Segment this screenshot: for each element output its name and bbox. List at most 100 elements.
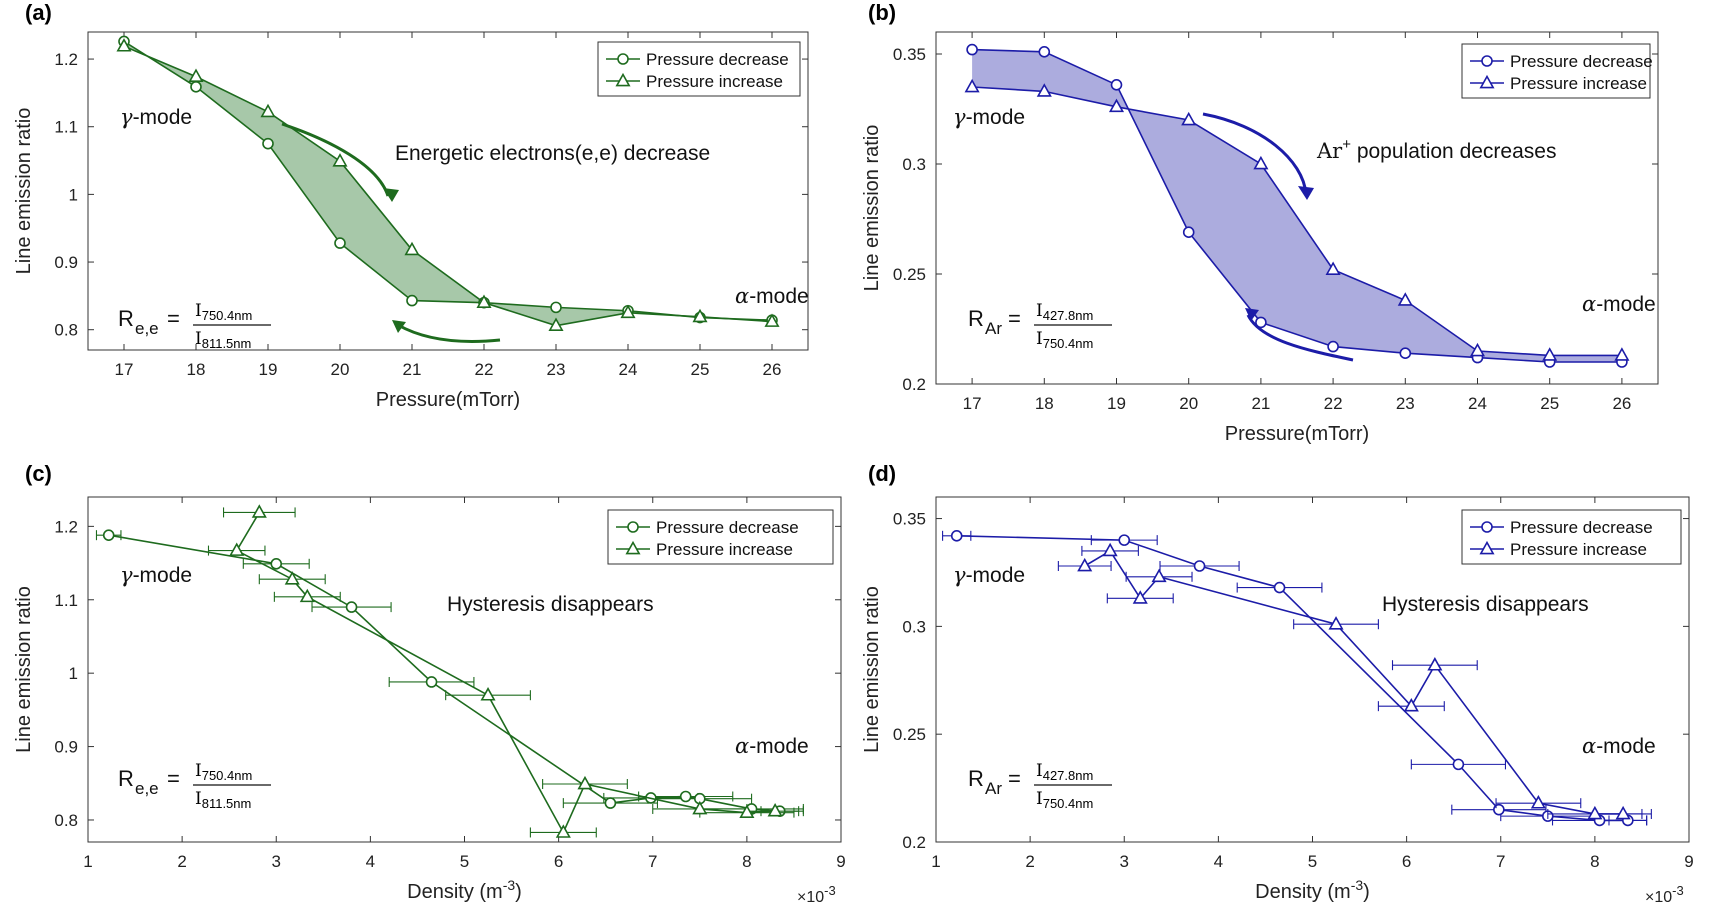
data-point bbox=[1397, 292, 1413, 306]
panel-a-formula-numerator: I750.4nm bbox=[195, 301, 252, 323]
legend-marker bbox=[1481, 55, 1493, 67]
panel-b-formula-equals: = bbox=[1008, 306, 1021, 331]
data-point bbox=[767, 803, 783, 817]
data-point bbox=[679, 790, 692, 803]
data-point bbox=[425, 676, 438, 688]
arrow-up-head-a bbox=[392, 320, 406, 333]
y-tick-label-a: 1.1 bbox=[54, 118, 78, 137]
y-axis-title-d: Line emission ratio bbox=[861, 586, 883, 753]
data-point bbox=[1469, 342, 1486, 357]
panel-a-formula-lhs: R bbox=[118, 306, 134, 331]
data-point bbox=[1110, 79, 1123, 91]
data-point bbox=[1615, 805, 1631, 820]
x-axis-title-a: Pressure(mTorr) bbox=[376, 389, 520, 411]
x-tick-label-c: 1 bbox=[83, 852, 92, 871]
x-tick-label-c: 5 bbox=[460, 852, 469, 871]
x-tick-label-a: 17 bbox=[115, 360, 134, 379]
alpha-mode-label-b: α-mode bbox=[1582, 292, 1656, 316]
data-point bbox=[1132, 590, 1148, 604]
legend-marker bbox=[1479, 540, 1495, 555]
x-tick-label-a: 20 bbox=[331, 360, 350, 379]
x-tick-label-c: 9 bbox=[836, 852, 845, 871]
x-multiplier-d: ×10-3 bbox=[1645, 883, 1684, 906]
data-point bbox=[188, 68, 204, 83]
x-tick-label-b: 21 bbox=[1251, 394, 1270, 413]
data-point bbox=[620, 304, 636, 319]
legend-entry: Pressure decrease bbox=[656, 518, 799, 537]
x-tick-label-b: 23 bbox=[1396, 394, 1415, 413]
alpha-mode-label-c: α-mode bbox=[735, 734, 809, 758]
x-axis-title-c: Density (m-3) bbox=[407, 877, 522, 903]
arrow-down-head-a bbox=[383, 188, 399, 202]
legend-marker bbox=[1479, 74, 1495, 89]
y-tick-label-c: 0.8 bbox=[54, 811, 78, 830]
arrow-up-b bbox=[1246, 314, 1354, 362]
y-tick-label-b: 0.2 bbox=[902, 375, 926, 394]
effect-annotation-a: Energetic electrons(e,e) decrease bbox=[395, 142, 710, 165]
panel-c-formula-numerator: I750.4nm bbox=[195, 761, 252, 783]
y-tick-label-d: 0.3 bbox=[902, 617, 926, 636]
panel-d-formula-lhs: R bbox=[968, 766, 984, 791]
series-d-increase bbox=[1057, 542, 1652, 820]
alpha-mode-label-d: α-mode bbox=[1582, 734, 1656, 758]
x-tick-label-d: 8 bbox=[1590, 852, 1599, 871]
data-point bbox=[1328, 616, 1344, 630]
data-point bbox=[229, 542, 245, 556]
data-point bbox=[577, 775, 593, 790]
data-point bbox=[251, 504, 267, 518]
gamma-mode-label-c: γ-mode bbox=[120, 563, 192, 587]
x-tick-label-a: 24 bbox=[619, 360, 638, 379]
data-point bbox=[262, 137, 274, 150]
data-point bbox=[1530, 795, 1546, 809]
series-line bbox=[108, 534, 780, 812]
x-tick-label-b: 19 bbox=[1107, 394, 1126, 413]
x-tick-label-d: 1 bbox=[931, 852, 940, 871]
panel-d-formula-equals: = bbox=[1008, 766, 1021, 791]
legend-box bbox=[1461, 509, 1682, 565]
panel-d-formula: R Ar = I427.8nm I750.4nm bbox=[968, 761, 1112, 811]
series-c-increase bbox=[207, 504, 804, 838]
y-axis-title-b: Line emission ratio bbox=[861, 125, 883, 292]
data-point bbox=[550, 301, 562, 314]
data-point bbox=[406, 294, 418, 307]
legend-marker bbox=[617, 53, 629, 65]
axes-frame-b bbox=[935, 31, 1659, 385]
panel-label-d: (d) bbox=[868, 461, 896, 486]
x-axis-title-d: Density (m-3) bbox=[1255, 877, 1370, 903]
legend-c: Pressure decrease Pressure increase bbox=[607, 509, 834, 565]
legend-marker bbox=[615, 72, 631, 87]
data-point bbox=[1077, 557, 1093, 572]
data-point bbox=[476, 294, 492, 308]
data-point bbox=[1403, 698, 1419, 712]
series-b-decrease bbox=[966, 43, 1628, 368]
x-tick-label-c: 3 bbox=[272, 852, 281, 871]
legend-entry: Pressure increase bbox=[656, 540, 793, 559]
x-tick-label-a: 18 bbox=[187, 360, 206, 379]
x-tick-label-b: 25 bbox=[1540, 394, 1559, 413]
x-tick-label-c: 8 bbox=[742, 852, 751, 871]
data-point bbox=[1325, 261, 1341, 275]
panel-b: (b) 17 18 19 20 21 22 23 24 25 26 0.2 0.25 0.3 0.35 Pre… bbox=[861, 0, 1659, 445]
data-point bbox=[1452, 758, 1465, 771]
y-tick-label-c: 1.1 bbox=[54, 591, 78, 610]
arrow-down-a bbox=[281, 122, 390, 197]
panel-b-formula-lhs-sub: Ar bbox=[985, 319, 1002, 338]
panel-label-a: (a) bbox=[25, 0, 52, 25]
x-tick-label-b: 22 bbox=[1324, 394, 1343, 413]
panel-a-formula-equals: = bbox=[167, 306, 180, 331]
series-line bbox=[1084, 549, 1624, 815]
data-point bbox=[1253, 155, 1269, 170]
y-tick-label-b: 0.35 bbox=[893, 45, 926, 64]
legend-entry: Pressure decrease bbox=[1510, 518, 1653, 537]
data-point bbox=[692, 308, 708, 323]
panel-c-formula-equals: = bbox=[167, 766, 180, 791]
x-tick-label-d: 4 bbox=[1214, 852, 1223, 871]
data-point bbox=[190, 81, 202, 93]
panel-c-formula-lhs-sub: e,e bbox=[135, 779, 159, 798]
data-point bbox=[260, 103, 276, 118]
y-tick-label-a: 0.9 bbox=[54, 253, 78, 272]
data-point bbox=[102, 529, 115, 541]
y-tick-label-b: 0.3 bbox=[902, 155, 926, 174]
x-tick-label-b: 20 bbox=[1179, 394, 1198, 413]
